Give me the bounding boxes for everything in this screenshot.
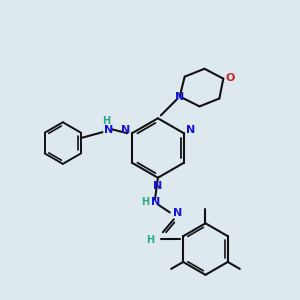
Text: O: O <box>226 73 235 83</box>
Text: H: H <box>102 116 110 126</box>
Text: N: N <box>186 125 195 135</box>
Text: N: N <box>121 125 130 135</box>
Text: N: N <box>104 125 113 135</box>
Text: N: N <box>151 196 160 206</box>
Text: N: N <box>173 208 182 218</box>
Text: H: H <box>141 196 149 206</box>
Text: N: N <box>175 92 184 103</box>
Text: H: H <box>146 235 154 245</box>
Text: N: N <box>153 181 163 191</box>
